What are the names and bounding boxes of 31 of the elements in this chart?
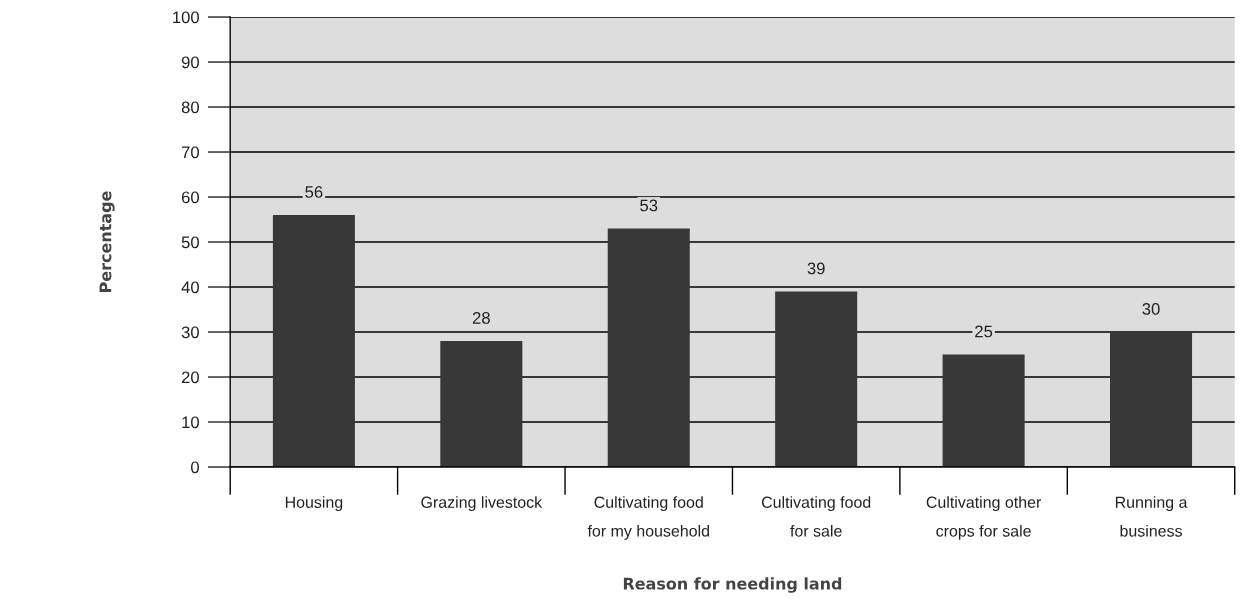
y-tick-label: 70 (181, 146, 199, 159)
x-tick-label: Cultivating other crops for sale (926, 496, 1042, 540)
data-label: 30 (1142, 303, 1160, 315)
bar (272, 215, 355, 468)
x-tick-label: Grazing livestock (421, 496, 543, 512)
x-tick-label: Cultivating food for sale (761, 496, 871, 537)
y-tick-label: 40 (181, 281, 199, 294)
y-tick-label: 0 (191, 461, 199, 474)
y-tick-label: 90 (181, 56, 199, 69)
bar (942, 354, 1025, 468)
data-label: 39 (807, 262, 825, 275)
x-tick-label: Cultivating food for my household (587, 496, 709, 540)
y-tick-label: 10 (182, 416, 199, 429)
data-label: 56 (305, 186, 323, 198)
data-label: 28 (472, 312, 490, 324)
x-axis-title: Reason for needing land (623, 577, 842, 593)
bar (775, 291, 858, 468)
y-tick-label: 60 (181, 191, 199, 204)
data-label: 53 (640, 199, 658, 212)
bar (607, 228, 690, 468)
y-tick-label: 30 (181, 326, 199, 339)
y-axis-title: Percentage (99, 191, 115, 292)
x-tick-label: Running a business (1115, 496, 1188, 537)
bar (1110, 332, 1193, 468)
y-tick-label: 50 (181, 236, 199, 249)
data-label: 25 (975, 325, 993, 338)
y-tick-label: 100 (173, 11, 199, 24)
bar (440, 341, 523, 468)
x-tick-label: Housing (285, 496, 343, 512)
y-tick-label: 80 (181, 101, 199, 114)
y-tick-label: 20 (181, 371, 199, 384)
